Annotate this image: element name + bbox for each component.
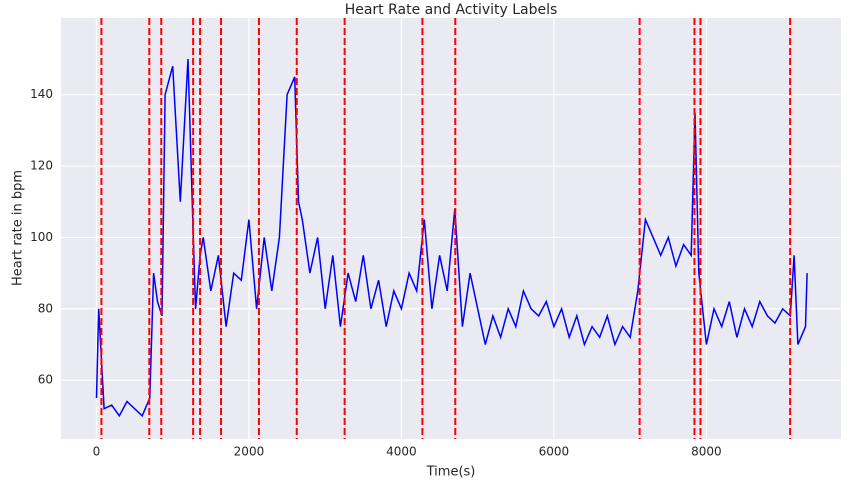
- chart-title: Heart Rate and Activity Labels: [345, 2, 558, 18]
- y-axis-label: Heart rate in bpm: [11, 170, 26, 286]
- y-tick-label: 60: [38, 373, 53, 387]
- y-tick-label: 100: [30, 230, 53, 244]
- y-tick-label: 120: [30, 159, 53, 173]
- x-tick-label: 0: [93, 445, 101, 459]
- x-axis-label: Time(s): [426, 465, 476, 480]
- plot-area: [61, 18, 841, 439]
- x-tick-label: 2000: [234, 445, 265, 459]
- x-tick-label: 8000: [691, 445, 722, 459]
- y-tick-label: 80: [38, 301, 53, 315]
- y-tick-label: 140: [30, 87, 53, 101]
- x-tick-label: 6000: [539, 445, 570, 459]
- x-tick-label: 4000: [386, 445, 417, 459]
